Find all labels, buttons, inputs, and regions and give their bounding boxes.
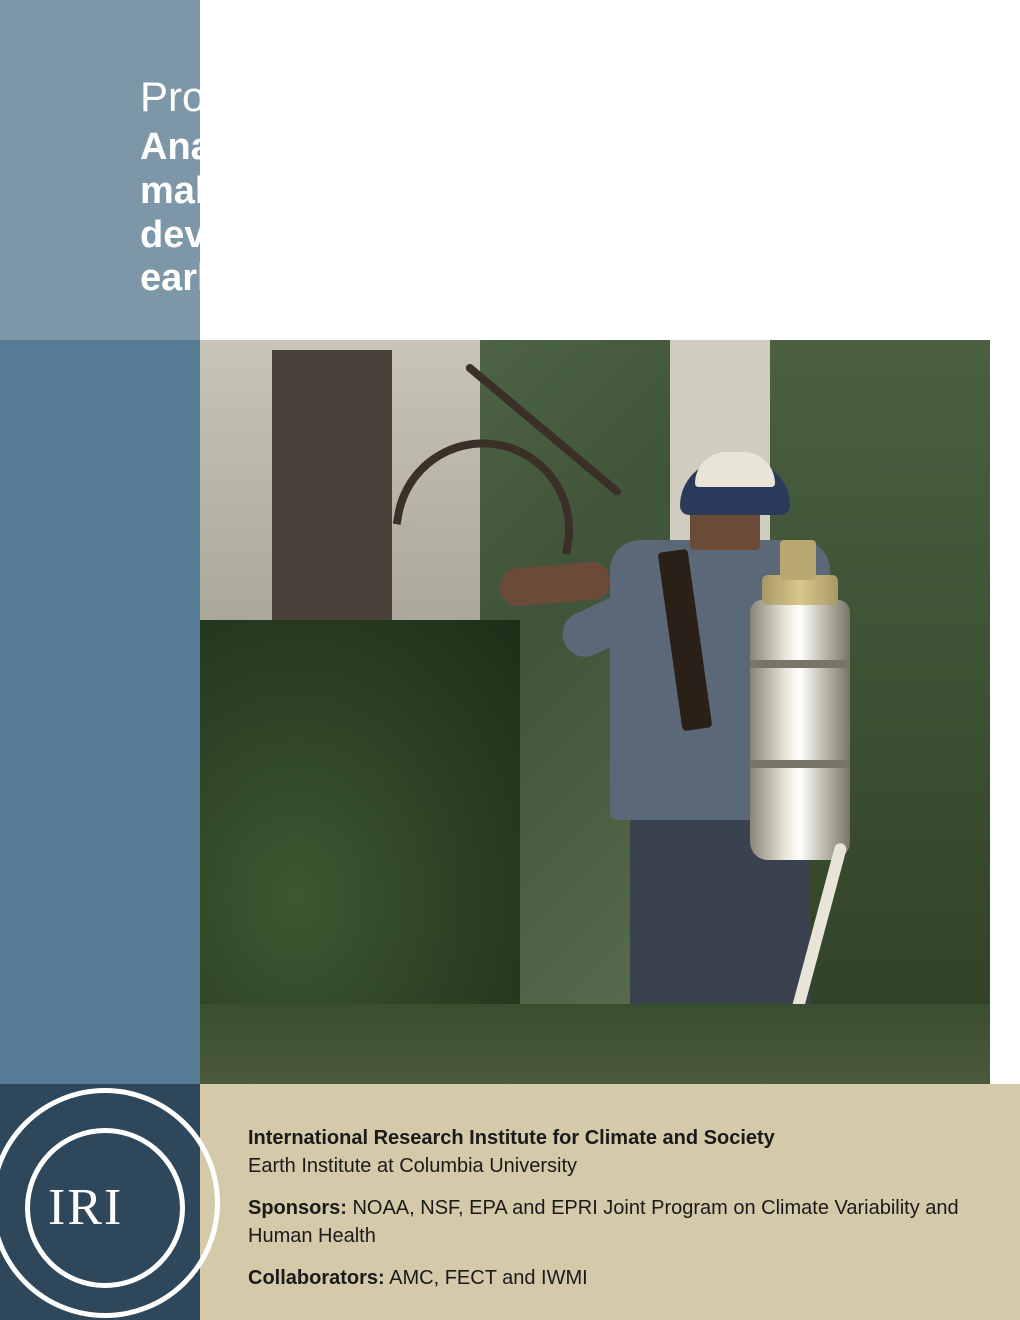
title-block: Project Report (2003-2007) Analysis of i…	[140, 74, 930, 301]
worker-figure	[550, 460, 870, 1020]
worker-neck	[690, 510, 760, 550]
tank-pump	[780, 540, 816, 580]
institute-sub: Earth Institute at Columbia University	[248, 1155, 577, 1177]
institute-line: International Research Institute for Cli…	[248, 1124, 980, 1180]
logo-text: IRI	[48, 1178, 123, 1237]
photo-ground	[200, 1004, 990, 1084]
sponsors-text: NOAA, NSF, EPA and EPRI Joint Program on…	[248, 1197, 959, 1247]
footer-text: International Research Institute for Cli…	[248, 1124, 980, 1306]
sprayer-tank	[750, 600, 850, 860]
institute-name: International Research Institute for Cli…	[248, 1127, 775, 1149]
collaborators-text: AMC, FECT and IWMI	[385, 1267, 588, 1289]
sponsors-label: Sponsors:	[248, 1197, 347, 1219]
tank-band	[750, 760, 850, 768]
sponsors-line: Sponsors: NOAA, NSF, EPA and EPRI Joint …	[248, 1194, 980, 1250]
tank-band	[750, 660, 850, 668]
cover-photo	[200, 340, 990, 1084]
report-period: Project Report (2003-2007)	[140, 74, 930, 120]
collaborators-line: Collaborators: AMC, FECT and IWMI	[248, 1264, 980, 1292]
report-title: Analysis of impacts of climate variabili…	[140, 126, 930, 301]
collaborators-label: Collaborators:	[248, 1267, 385, 1289]
worker-forearm	[499, 560, 612, 607]
sidebar-middle-block	[0, 340, 200, 1084]
iri-logo: IRI	[0, 1088, 220, 1318]
